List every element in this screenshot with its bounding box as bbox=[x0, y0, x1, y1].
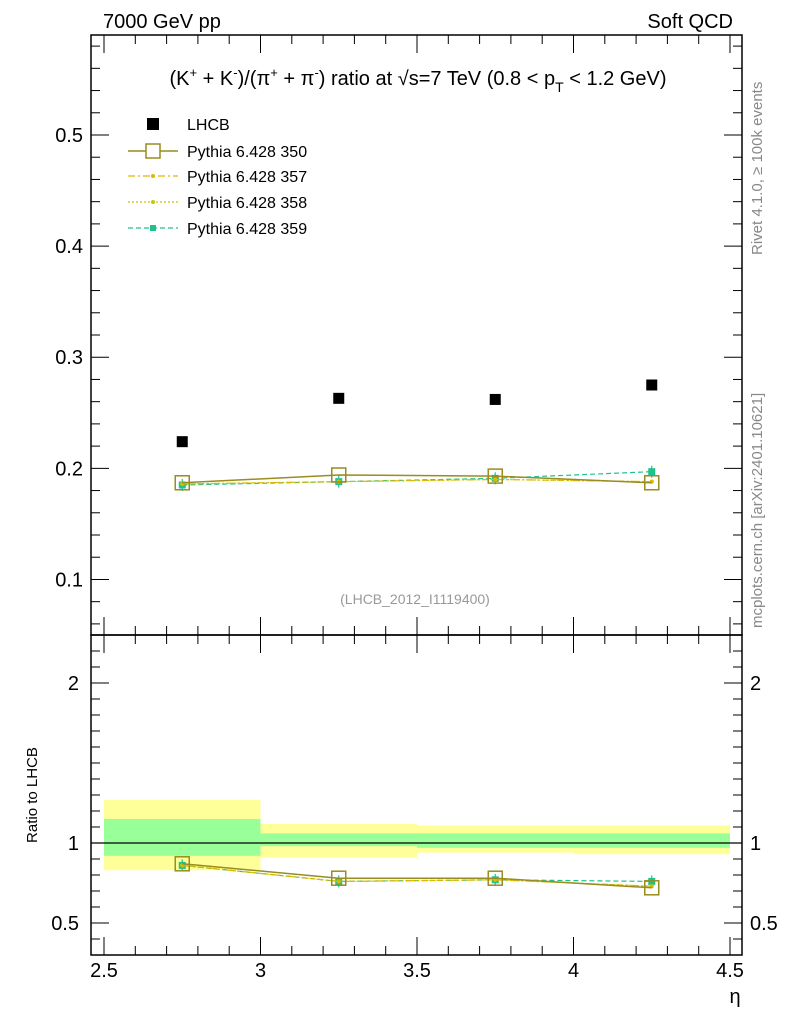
title-part: < 1.2 GeV) bbox=[564, 68, 667, 90]
ratio-ylabel: Ratio to LHCB bbox=[24, 747, 41, 843]
legend: LHCB Pythia 6.428 350 Pythia 6.428 357 P… bbox=[128, 117, 307, 238]
legend-marker-357 bbox=[151, 174, 155, 178]
title-part: (K bbox=[170, 68, 191, 90]
ratio-y-tick-label-right: 1 bbox=[750, 833, 761, 855]
title-part: + π bbox=[278, 68, 315, 90]
series-point bbox=[487, 870, 503, 886]
series-point bbox=[174, 475, 190, 491]
legend-label-358: Pythia 6.428 358 bbox=[187, 195, 307, 212]
series-line bbox=[182, 471, 652, 486]
series-line bbox=[182, 474, 652, 484]
legend-marker-358 bbox=[151, 200, 155, 204]
series-point bbox=[331, 467, 347, 483]
series-line bbox=[182, 863, 652, 889]
y-tick-label: 0.3 bbox=[55, 347, 83, 369]
series-point bbox=[336, 879, 341, 884]
uncertainty-band-inner bbox=[573, 833, 730, 848]
series-point bbox=[331, 870, 347, 886]
ratio-bands bbox=[91, 799, 742, 871]
ratio-ticks: 0.5 0.5 1 1 2 2 2.5 3 3.5 4 4.5 bbox=[51, 635, 778, 982]
title-sup: + bbox=[270, 65, 278, 80]
ratio-y-tick-label: 1 bbox=[68, 833, 79, 855]
title-sup: + bbox=[190, 65, 198, 80]
title-part: ) ratio at √s=7 TeV (0.8 < p bbox=[319, 68, 555, 90]
legend-label-359: Pythia 6.428 359 bbox=[187, 221, 307, 238]
main-panel: 0.10.20.30.40.5 (K+ + K-)/(π+ + π-) rati… bbox=[55, 34, 743, 636]
series-point bbox=[644, 475, 660, 491]
y-tick-label: 0.4 bbox=[55, 236, 83, 258]
lhcb-point bbox=[489, 393, 501, 405]
ratio-series bbox=[174, 856, 660, 896]
ratio-y-tick-label: 2 bbox=[68, 673, 79, 695]
y-tick-label: 0.1 bbox=[55, 569, 83, 591]
header-right: Soft QCD bbox=[647, 11, 733, 33]
analysis-watermark: (LHCB_2012_I1119400) bbox=[340, 591, 490, 607]
title-part: + K bbox=[197, 68, 234, 90]
series-point bbox=[648, 468, 656, 476]
title-part: )/(π bbox=[238, 68, 271, 90]
x-axis-label: η bbox=[729, 986, 740, 1008]
ratio-panel: 0.5 0.5 1 1 2 2 2.5 3 3.5 4 4.5 Ratio to LHCB η bbox=[24, 634, 778, 1008]
ratio-y-tick-label-right: 2 bbox=[750, 673, 761, 695]
legend-marker-lhcb bbox=[147, 118, 159, 130]
legend-label-lhcb: LHCB bbox=[187, 117, 230, 134]
plot-title: (K+ + K-)/(π+ + π-) ratio at √s=7 TeV (0… bbox=[170, 65, 667, 95]
main-series bbox=[174, 379, 660, 491]
y-tick-label: 0.2 bbox=[55, 458, 83, 480]
title-sub: T bbox=[555, 79, 564, 95]
uncertainty-band-inner bbox=[104, 819, 261, 856]
lhcb-point bbox=[646, 379, 658, 391]
legend-label-357: Pythia 6.428 357 bbox=[187, 169, 307, 186]
series-line bbox=[182, 478, 652, 485]
x-tick-label: 4 bbox=[568, 960, 579, 982]
lhcb-point bbox=[333, 392, 345, 404]
title-sup: - bbox=[233, 65, 237, 80]
ratio-y-tick-label-right: 0.5 bbox=[750, 913, 778, 935]
title-sup: - bbox=[314, 65, 318, 80]
x-tick-label: 3 bbox=[255, 960, 266, 982]
x-tick-label: 3.5 bbox=[403, 960, 431, 982]
legend-marker-359 bbox=[150, 225, 156, 231]
series-point bbox=[644, 880, 660, 896]
legend-label-350: Pythia 6.428 350 bbox=[187, 144, 307, 161]
series-point bbox=[493, 477, 498, 482]
mcplots-label: mcplots.cern.ch [arXiv:2401.10621] bbox=[749, 393, 766, 628]
y-tick-label: 0.5 bbox=[55, 125, 83, 147]
main-ticks: 0.1 0.2 0.3 0.4 0.5 bbox=[55, 35, 742, 635]
uncertainty-band-inner bbox=[417, 833, 574, 848]
x-tick-label: 2.5 bbox=[90, 960, 118, 982]
rivet-label: Rivet 4.1.0, ≥ 100k events bbox=[749, 82, 766, 255]
legend-marker-350 bbox=[145, 143, 161, 159]
series-point bbox=[487, 468, 503, 484]
x-tick-label: 4.5 bbox=[716, 960, 744, 982]
ratio-frame bbox=[90, 634, 743, 956]
lhcb-point bbox=[176, 436, 188, 448]
uncertainty-band-inner bbox=[260, 833, 417, 847]
header-left: 7000 GeV pp bbox=[103, 11, 221, 33]
ratio-y-tick-label: 0.5 bbox=[51, 913, 79, 935]
series-point bbox=[174, 856, 190, 872]
